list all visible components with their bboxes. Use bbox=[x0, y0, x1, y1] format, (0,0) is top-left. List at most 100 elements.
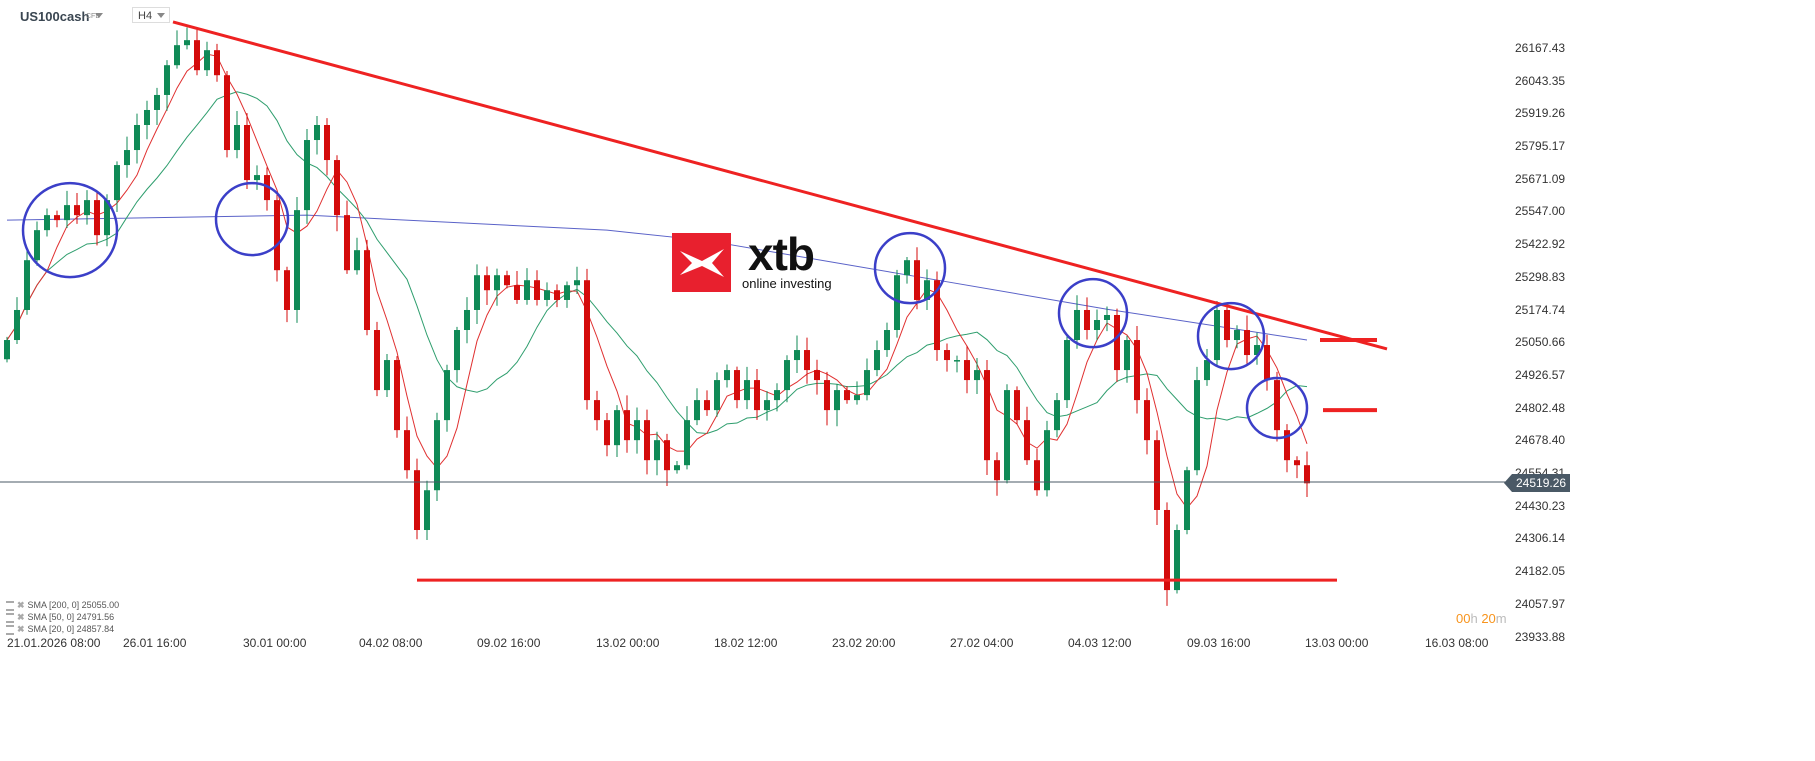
candle-body bbox=[244, 125, 250, 181]
candle bbox=[1214, 301, 1220, 367]
candle bbox=[174, 30, 180, 69]
close-icon[interactable]: ✖ bbox=[17, 612, 25, 622]
candle bbox=[814, 359, 820, 395]
sma-200-line bbox=[6, 214, 1308, 341]
current-price-label: 24519.26 bbox=[1503, 474, 1571, 492]
candle-body bbox=[1194, 380, 1200, 471]
candle bbox=[894, 269, 900, 338]
symbol-name[interactable]: US100cash bbox=[20, 9, 90, 24]
candle bbox=[884, 322, 890, 357]
symbol-dropdown-icon[interactable] bbox=[95, 13, 103, 18]
legend-sma-200[interactable]: ✖ SMA [200, 0] 25055.00 bbox=[6, 600, 119, 611]
candle bbox=[304, 128, 310, 224]
legend-sma-50[interactable]: ✖ SMA [50, 0] 24791.56 bbox=[6, 612, 114, 623]
candle-body bbox=[1184, 470, 1190, 531]
close-icon[interactable]: ✖ bbox=[17, 624, 25, 634]
highlight-circle bbox=[214, 181, 290, 257]
candle bbox=[824, 371, 830, 426]
highlight-circle bbox=[1245, 376, 1309, 440]
candle bbox=[554, 284, 560, 308]
candle-body bbox=[84, 200, 90, 216]
price-tick-label: 24057.97 bbox=[1515, 596, 1566, 611]
settings-icon[interactable] bbox=[6, 600, 14, 611]
price-tick-label: 24306.14 bbox=[1515, 531, 1566, 546]
candle-body bbox=[714, 380, 720, 411]
settings-icon[interactable] bbox=[6, 624, 14, 635]
candle bbox=[284, 266, 290, 323]
candle bbox=[1134, 326, 1140, 414]
candle bbox=[14, 297, 20, 344]
candle bbox=[1264, 334, 1270, 391]
candle-body bbox=[794, 350, 800, 361]
candle bbox=[864, 358, 870, 401]
candle-body bbox=[34, 230, 40, 261]
candle-body bbox=[54, 215, 60, 221]
candle-body bbox=[534, 280, 540, 300]
time-tick-label: 21.01.2026 08:00 bbox=[7, 636, 101, 650]
candle bbox=[264, 167, 270, 211]
candle bbox=[614, 405, 620, 458]
candle bbox=[784, 355, 790, 403]
candle-body bbox=[1074, 309, 1080, 341]
candle bbox=[234, 111, 240, 159]
candle bbox=[1234, 325, 1240, 349]
candle-body bbox=[924, 280, 930, 300]
candle-body bbox=[1094, 320, 1100, 331]
candle-body bbox=[674, 465, 680, 471]
price-tick-label: 25174.74 bbox=[1515, 302, 1566, 317]
candle-body bbox=[874, 350, 880, 371]
candle-body bbox=[1034, 460, 1040, 491]
candle-body bbox=[1044, 430, 1050, 491]
time-tick-label: 13.03 00:00 bbox=[1305, 636, 1369, 650]
candle-body bbox=[1114, 314, 1120, 371]
highlight-circle bbox=[1057, 277, 1129, 349]
settings-icon[interactable] bbox=[6, 612, 14, 623]
candle-body bbox=[894, 275, 900, 331]
candle bbox=[1084, 297, 1090, 340]
candle bbox=[624, 395, 630, 453]
candle bbox=[914, 247, 920, 310]
candle-body bbox=[1234, 330, 1240, 341]
time-tick-label: 13.02 00:00 bbox=[596, 636, 660, 650]
candle-body bbox=[994, 460, 1000, 481]
candle bbox=[954, 355, 960, 373]
time-tick-label: 30.01 00:00 bbox=[243, 636, 307, 650]
candle-body bbox=[644, 420, 650, 461]
candle-body bbox=[1304, 465, 1310, 484]
candle bbox=[1284, 424, 1290, 473]
candle-body bbox=[594, 400, 600, 421]
price-tick-label: 25298.83 bbox=[1515, 269, 1566, 284]
timeframe-select[interactable]: H4 bbox=[132, 7, 170, 23]
candle bbox=[1024, 406, 1030, 465]
candle-body bbox=[234, 125, 240, 151]
candle-body bbox=[634, 420, 640, 441]
candle-body bbox=[174, 45, 180, 66]
candle-body bbox=[624, 410, 630, 441]
price-tick-label: 24678.40 bbox=[1515, 433, 1566, 448]
drawings bbox=[21, 20, 1388, 582]
candle-body bbox=[374, 330, 380, 391]
candle-body bbox=[354, 250, 360, 271]
close-icon[interactable]: ✖ bbox=[17, 600, 25, 610]
candle-body bbox=[484, 275, 490, 291]
candle-body bbox=[804, 350, 810, 371]
candle-body bbox=[364, 250, 370, 331]
time-tick-label: 04.02 08:00 bbox=[359, 636, 423, 650]
time-tick-label: 26.01 16:00 bbox=[123, 636, 187, 650]
candle-body bbox=[494, 275, 500, 291]
candle bbox=[1304, 451, 1310, 498]
candle bbox=[874, 340, 880, 377]
candle-body bbox=[824, 380, 830, 411]
candle bbox=[854, 381, 860, 405]
candle-body bbox=[4, 340, 10, 360]
candle-body bbox=[194, 40, 200, 71]
candle-body bbox=[14, 309, 20, 341]
candle bbox=[394, 356, 400, 438]
legend-sma-20[interactable]: ✖ SMA [20, 0] 24857.84 bbox=[6, 624, 114, 635]
candle-body bbox=[474, 275, 480, 310]
candle-body bbox=[144, 109, 150, 126]
candle-body bbox=[1164, 509, 1170, 591]
candle bbox=[1204, 348, 1210, 386]
candle bbox=[764, 391, 770, 421]
